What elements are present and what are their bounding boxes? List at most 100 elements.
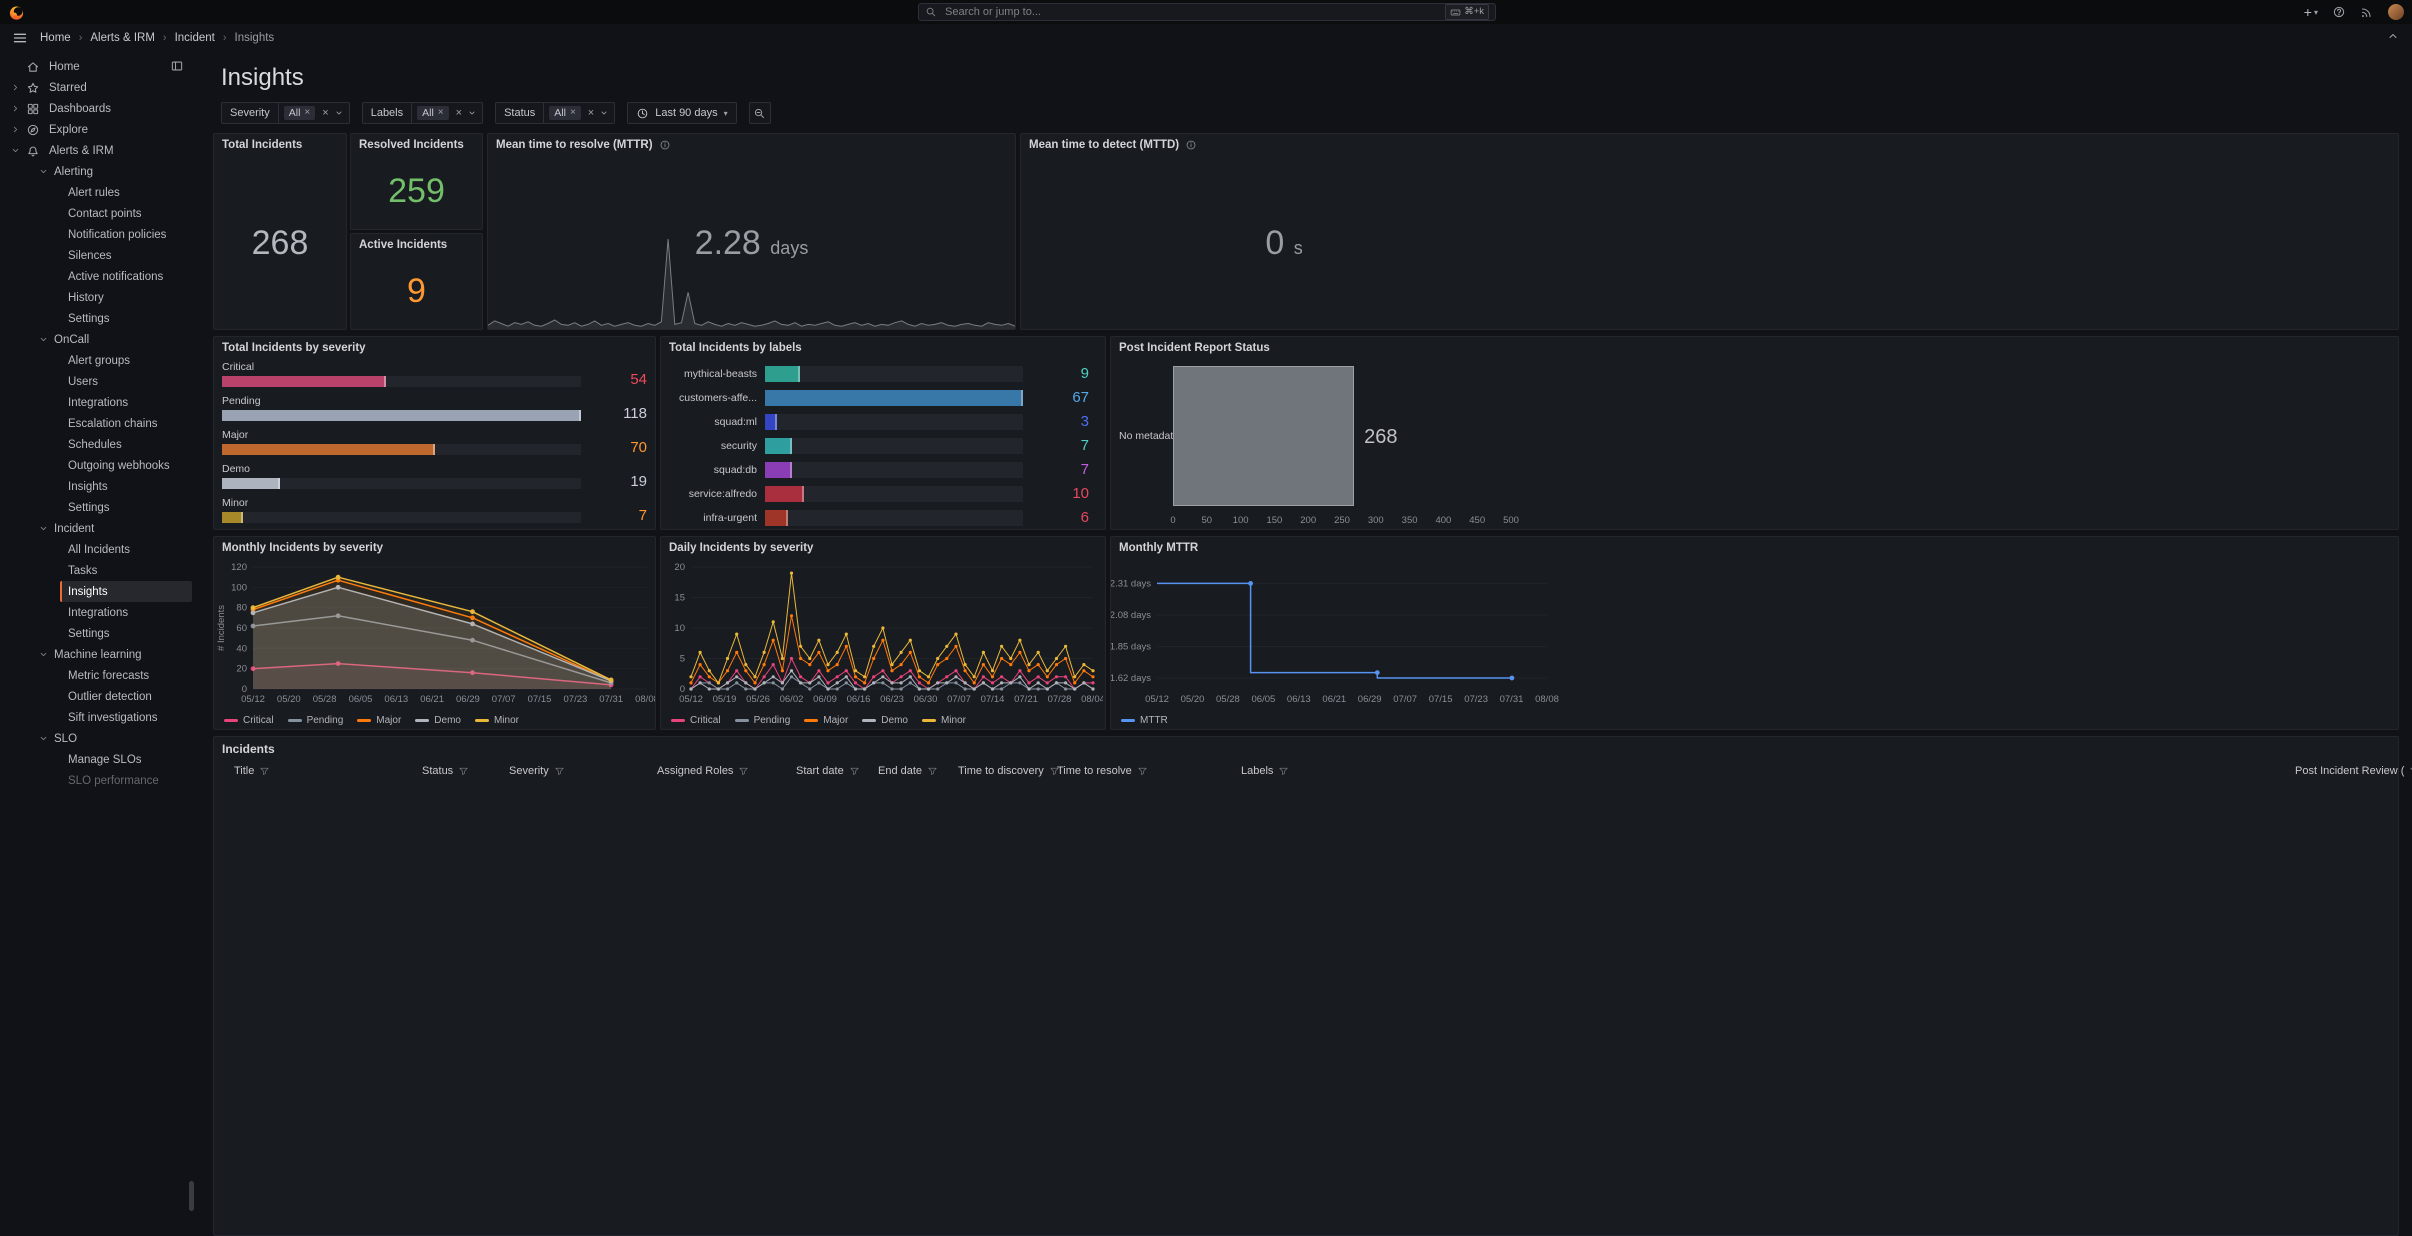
zoom-out-button[interactable] (748, 102, 771, 124)
sidebar-item-machine-learning[interactable]: Machine learning (0, 644, 196, 665)
search-bar[interactable]: ⌘+k (918, 3, 1496, 21)
mega-menu-toggle-icon[interactable] (12, 30, 28, 46)
legend-item-critical-3[interactable]: Critical (671, 715, 721, 726)
sidebar-scrollbar[interactable] (189, 1181, 194, 1211)
chevron-down-icon[interactable] (36, 523, 50, 534)
panel-title[interactable]: Active Incidents (359, 239, 447, 251)
sidebar-item-explore[interactable]: Explore (0, 119, 196, 140)
filter-funnel-icon[interactable] (554, 766, 565, 777)
breadcrumb-item-alerts-irm[interactable]: Alerts & IRM (90, 32, 155, 44)
sidebar-item-alerts-irm-2[interactable]: Alerts & IRM (0, 140, 196, 161)
grafana-logo-icon[interactable] (8, 4, 25, 21)
sidebar-item-silences[interactable]: Silences (0, 245, 196, 266)
sidebar-item-insights-3[interactable]: Insights (0, 581, 196, 602)
breadcrumb-item-home[interactable]: Home (40, 32, 71, 44)
sidebar-item-settings[interactable]: Settings (0, 308, 196, 329)
sidebar-item-alerting[interactable]: Alerting (0, 161, 196, 182)
legend-item-pending-2[interactable]: Pending (287, 715, 343, 726)
chevron-right-icon[interactable] (8, 124, 22, 135)
filter-value-tag[interactable]: All × (549, 106, 581, 120)
sidebar-item-users[interactable]: Users (0, 371, 196, 392)
panel-title[interactable]: Total Incidents by labels (669, 342, 802, 354)
filter-severity[interactable]: Severity All × × (221, 102, 350, 124)
sidebar-item-schedules[interactable]: Schedules (0, 434, 196, 455)
avatar[interactable] (2388, 4, 2404, 20)
column-header-post-incident-review[interactable]: Post Incident Review ( (2295, 765, 2412, 777)
filter-labels[interactable]: Labels All × × (361, 102, 484, 124)
panel-title[interactable]: Monthly Incidents by severity (222, 542, 383, 554)
filter-funnel-icon[interactable] (738, 766, 749, 777)
sidebar-item-contact-points[interactable]: Contact points (0, 203, 196, 224)
column-header-start-date[interactable]: Start date (796, 765, 860, 777)
sidebar-item-notification-policies[interactable]: Notification policies (0, 224, 196, 245)
sidebar-item-all-incidents[interactable]: All Incidents (0, 539, 196, 560)
sidebar-item-settings-3[interactable]: Settings (0, 623, 196, 644)
panel-title[interactable]: Post Incident Report Status (1119, 342, 1270, 354)
filter-funnel-icon[interactable] (1049, 766, 1060, 777)
legend-item-mttr[interactable]: MTTR (1121, 715, 1168, 726)
filter-funnel-icon[interactable] (927, 766, 938, 777)
filter-status[interactable]: Status All × × (495, 102, 616, 124)
remove-tag-icon[interactable]: × (304, 107, 311, 118)
chevron-down-icon[interactable] (332, 108, 349, 118)
chevron-down-icon[interactable] (465, 108, 482, 118)
sidebar-item-escalation-chains[interactable]: Escalation chains (0, 413, 196, 434)
breadcrumb-item-incident[interactable]: Incident (174, 32, 215, 44)
help-icon[interactable] (2332, 5, 2346, 19)
chevron-down-icon[interactable] (597, 108, 614, 118)
sidebar-item-outgoing-webhooks[interactable]: Outgoing webhooks (0, 455, 196, 476)
legend-item-major-2[interactable]: Major (357, 715, 401, 726)
legend-item-pending-3[interactable]: Pending (734, 715, 790, 726)
sidebar-item-manage-slos[interactable]: Manage SLOs (0, 749, 196, 770)
panel-title[interactable]: Mean time to detect (MTTD) (1029, 139, 1197, 151)
chevron-down-icon[interactable] (36, 166, 50, 177)
sidebar-item-slo-performance[interactable]: SLO performance (0, 770, 196, 791)
chevron-down-icon[interactable] (8, 145, 22, 156)
filter-value-tag[interactable]: All × (283, 106, 316, 120)
sidebar-item-incident-2[interactable]: Incident (0, 518, 196, 539)
sidebar-item-slo[interactable]: SLO (0, 728, 196, 749)
remove-tag-icon[interactable]: × (437, 107, 444, 118)
clear-filter-icon[interactable]: × (587, 106, 595, 119)
filter-value-tag[interactable]: All × (417, 106, 449, 120)
collapse-controls-icon[interactable] (2386, 29, 2400, 43)
column-header-title[interactable]: Title (234, 765, 270, 777)
legend-item-critical-2[interactable]: Critical (224, 715, 274, 726)
sidebar-item-sift-investigations[interactable]: Sift investigations (0, 707, 196, 728)
chevron-right-icon[interactable] (8, 103, 22, 114)
panel-title[interactable]: Resolved Incidents (359, 139, 464, 151)
chevron-right-icon[interactable] (8, 82, 22, 93)
sidebar-item-outlier-detection[interactable]: Outlier detection (0, 686, 196, 707)
filter-funnel-icon[interactable] (1278, 766, 1289, 777)
legend-item-minor-3[interactable]: Minor (921, 715, 966, 726)
sidebar-item-active-notifications[interactable]: Active notifications (0, 266, 196, 287)
chevron-down-icon[interactable] (36, 733, 50, 744)
panel-title[interactable]: Mean time to resolve (MTTR) (496, 139, 671, 151)
sidebar-item-oncall[interactable]: OnCall (0, 329, 196, 350)
sidebar-item-settings-2[interactable]: Settings (0, 497, 196, 518)
info-icon[interactable] (1185, 139, 1197, 151)
column-header-assigned-roles[interactable]: Assigned Roles (657, 765, 749, 777)
column-header-end-date[interactable]: End date (878, 765, 938, 777)
panel-title[interactable]: Total Incidents by severity (222, 342, 366, 354)
legend-item-major-3[interactable]: Major (804, 715, 848, 726)
filter-funnel-icon[interactable] (458, 766, 469, 777)
clear-filter-icon[interactable]: × (455, 106, 463, 119)
sidebar-item-starred[interactable]: Starred (0, 77, 196, 98)
column-header-time-to-discovery[interactable]: Time to discovery (958, 765, 1060, 777)
sidebar-item-integrations[interactable]: Integrations (0, 392, 196, 413)
sidebar-item-tasks[interactable]: Tasks (0, 560, 196, 581)
panel-title[interactable]: Monthly MTTR (1119, 542, 1198, 554)
time-range-picker[interactable]: Last 90 days ▾ (627, 102, 737, 124)
column-header-status-2[interactable]: Status (422, 765, 469, 777)
legend-item-minor-2[interactable]: Minor (474, 715, 519, 726)
sidebar-item-insights-2[interactable]: Insights (0, 476, 196, 497)
column-header-labels-2[interactable]: Labels (1241, 765, 1289, 777)
sidebar-item-home-2[interactable]: Home (0, 56, 196, 77)
clear-filter-icon[interactable]: × (322, 106, 329, 119)
sidebar-item-alert-groups[interactable]: Alert groups (0, 350, 196, 371)
sidebar-item-alert-rules[interactable]: Alert rules (0, 182, 196, 203)
filter-funnel-icon[interactable] (849, 766, 860, 777)
add-new-button[interactable]: + ▾ (2304, 5, 2318, 19)
sidebar-item-history[interactable]: History (0, 287, 196, 308)
